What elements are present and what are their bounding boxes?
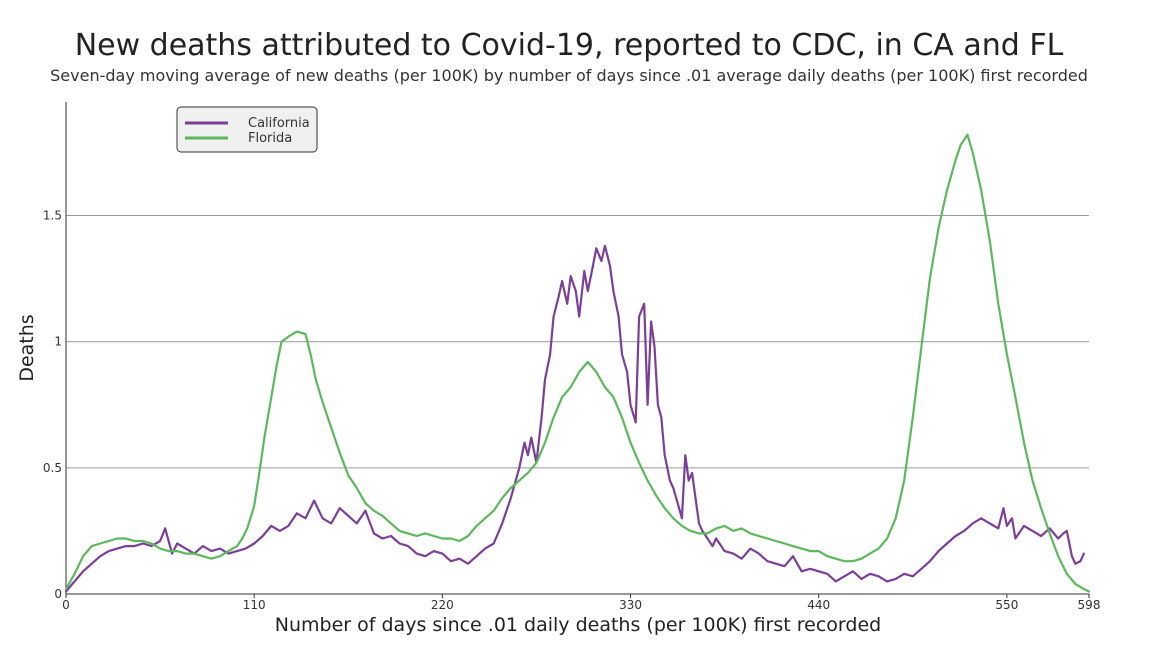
gridlines [66,215,1089,469]
y-tick-label: 1.5 [43,209,62,223]
axes: 0 0.5 1 1.5 0 110 220 330 440 550 598 [43,102,1101,612]
series-lines [64,133,1091,593]
series-line-florida [64,133,1091,593]
x-axis-title: Number of days since .01 daily deaths (p… [275,614,881,636]
y-tick-label: 0.5 [43,461,62,475]
x-tick-label: 598 [1078,598,1101,612]
x-tick-label: 0 [62,598,70,612]
legend-label-california: California [248,116,310,131]
x-tick-label: 330 [619,598,642,612]
y-tick-label: 0 [54,587,62,601]
legend: California Florida [176,106,318,153]
series-line-california [64,244,1086,593]
chart-subtitle: Seven-day moving average of new deaths (… [50,66,1088,85]
x-tick-label: 220 [431,598,454,612]
chart-title: New deaths attributed to Covid-19, repor… [74,28,1064,63]
y-axis-title: Deaths [16,314,38,381]
legend-label-florida: Florida [248,131,292,146]
x-tick-label: 440 [807,598,830,612]
y-tick-label: 1 [54,335,62,349]
x-tick-label: 110 [243,598,266,612]
legend-box [176,106,318,153]
x-tick-label: 550 [995,598,1018,612]
